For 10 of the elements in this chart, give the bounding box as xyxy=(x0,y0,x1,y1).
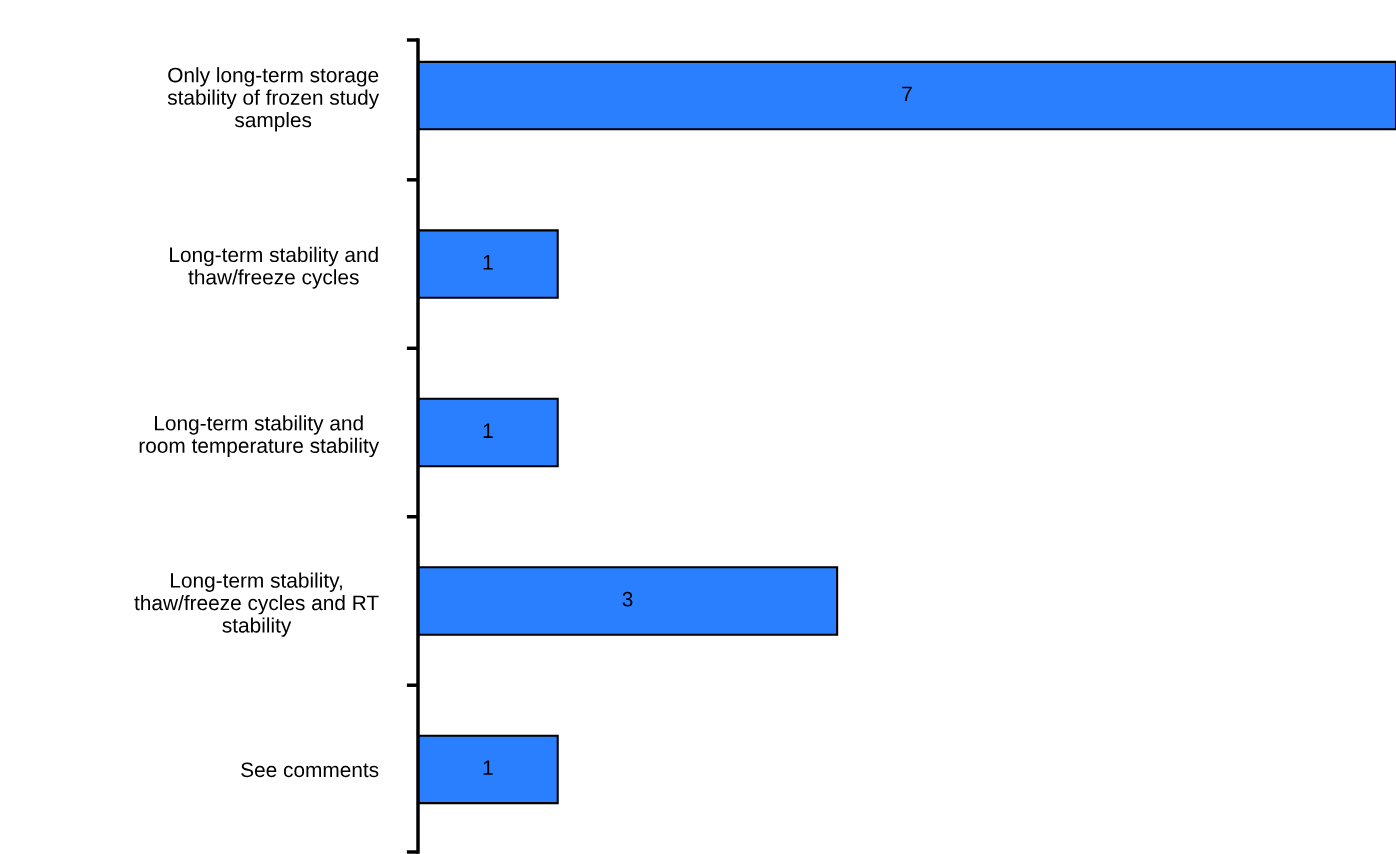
data-label: 7 xyxy=(902,86,912,101)
y-tick-label: Only long-term storage stability of frozen study samples xyxy=(167,67,380,132)
y-tick-label: Long-term stability, thaw/freeze cycles and RT stability xyxy=(134,572,379,637)
data-label: 1 xyxy=(483,423,493,438)
data-label: 1 xyxy=(483,760,493,775)
data-label: 3 xyxy=(622,591,633,607)
y-tick-label: Long-term stability and thaw/freeze cycles xyxy=(170,246,378,289)
y-tick-label: See comments xyxy=(241,762,379,778)
y-tick-label: Long-term stability and room temperature stability xyxy=(139,415,380,458)
data-label: 1 xyxy=(483,255,493,270)
